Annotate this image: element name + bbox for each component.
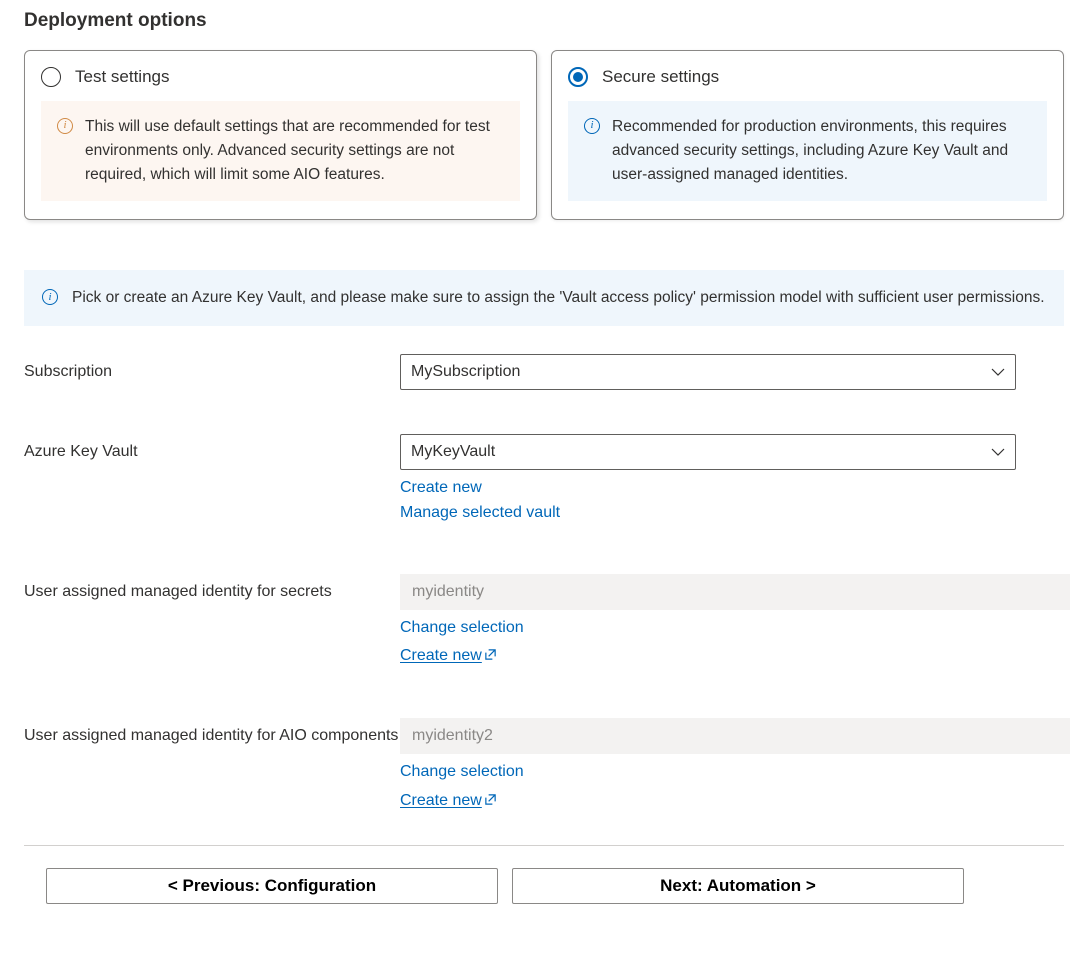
option-title-secure: Secure settings [602, 67, 719, 87]
identity-aio-field: myidentity2 [400, 718, 1070, 754]
label-identity-aio: User assigned managed identity for AIO c… [24, 718, 400, 749]
banner-text: Pick or create an Azure Key Vault, and p… [72, 286, 1045, 310]
identity-aio-create-link[interactable]: Create new [400, 789, 497, 815]
info-box-test: i This will use default settings that ar… [41, 101, 520, 201]
option-card-test[interactable]: Test settings i This will use default se… [24, 50, 537, 220]
option-title-test: Test settings [75, 67, 170, 87]
chevron-down-icon [991, 445, 1005, 459]
label-keyvault: Azure Key Vault [24, 434, 400, 465]
identity-secrets-change-link[interactable]: Change selection [400, 616, 524, 641]
info-icon: i [42, 289, 58, 305]
keyvault-create-link[interactable]: Create new [400, 476, 482, 501]
info-icon: i [57, 118, 73, 134]
identity-aio-value: myidentity2 [412, 727, 493, 745]
identity-secrets-value: myidentity [412, 583, 484, 601]
info-text-secure: Recommended for production environments,… [612, 115, 1031, 187]
previous-button[interactable]: < Previous: Configuration [46, 868, 498, 904]
label-identity-secrets: User assigned managed identity for secre… [24, 574, 400, 605]
keyvault-banner: i Pick or create an Azure Key Vault, and… [24, 270, 1064, 326]
identity-secrets-field: myidentity [400, 574, 1070, 610]
external-link-icon [484, 790, 497, 815]
chevron-down-icon [991, 365, 1005, 379]
subscription-select[interactable]: MySubscription [400, 354, 1016, 390]
identity-aio-change-link[interactable]: Change selection [400, 760, 524, 785]
next-button[interactable]: Next: Automation > [512, 868, 964, 904]
subscription-value: MySubscription [411, 363, 520, 381]
radio-test[interactable] [41, 67, 61, 87]
keyvault-value: MyKeyVault [411, 443, 495, 461]
info-box-secure: i Recommended for production environment… [568, 101, 1047, 201]
page-title: Deployment options [24, 10, 1064, 32]
info-text-test: This will use default settings that are … [85, 115, 504, 187]
keyvault-manage-link[interactable]: Manage selected vault [400, 501, 560, 526]
wizard-nav: < Previous: Configuration Next: Automati… [24, 868, 1064, 904]
option-card-secure[interactable]: Secure settings i Recommended for produc… [551, 50, 1064, 220]
label-subscription: Subscription [24, 354, 400, 385]
identity-secrets-create-link[interactable]: Create new [400, 644, 497, 670]
keyvault-select[interactable]: MyKeyVault [400, 434, 1016, 470]
deployment-options: Test settings i This will use default se… [24, 50, 1064, 220]
radio-secure[interactable] [568, 67, 588, 87]
info-icon: i [584, 118, 600, 134]
external-link-icon [484, 645, 497, 670]
divider [24, 845, 1064, 846]
